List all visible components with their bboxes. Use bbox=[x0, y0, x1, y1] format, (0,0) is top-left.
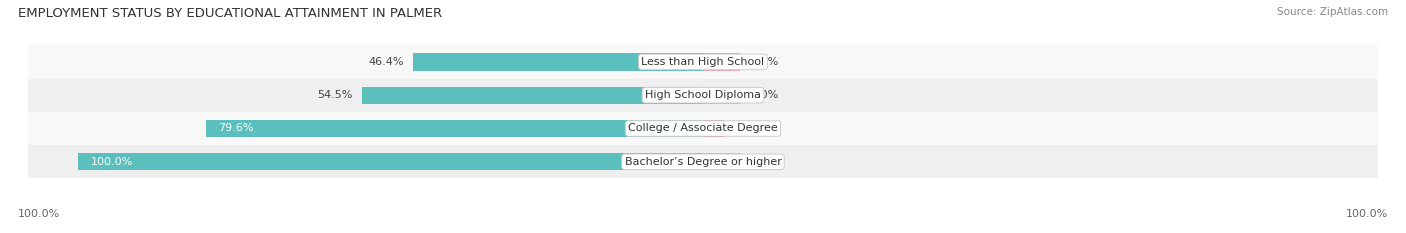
Bar bbox=[703, 120, 724, 137]
Text: High School Diploma: High School Diploma bbox=[645, 90, 761, 100]
Text: Bachelor’s Degree or higher: Bachelor’s Degree or higher bbox=[624, 157, 782, 167]
Bar bbox=[28, 112, 1378, 145]
Text: EMPLOYMENT STATUS BY EDUCATIONAL ATTAINMENT IN PALMER: EMPLOYMENT STATUS BY EDUCATIONAL ATTAINM… bbox=[18, 7, 443, 20]
Bar bbox=[703, 53, 741, 71]
Bar bbox=[703, 86, 741, 104]
Bar bbox=[363, 86, 703, 104]
Text: 0.0%: 0.0% bbox=[749, 157, 778, 167]
Bar bbox=[28, 145, 1378, 178]
Text: 3.3%: 3.3% bbox=[749, 123, 778, 134]
Text: 100.0%: 100.0% bbox=[1346, 209, 1388, 219]
Bar bbox=[205, 120, 703, 137]
Bar bbox=[413, 53, 703, 71]
Text: 0.0%: 0.0% bbox=[749, 90, 778, 100]
Bar bbox=[703, 153, 741, 170]
Text: 100.0%: 100.0% bbox=[90, 157, 132, 167]
Text: 100.0%: 100.0% bbox=[18, 209, 60, 219]
Text: 0.0%: 0.0% bbox=[749, 57, 778, 67]
Text: Source: ZipAtlas.com: Source: ZipAtlas.com bbox=[1277, 7, 1388, 17]
Text: 79.6%: 79.6% bbox=[218, 123, 253, 134]
Bar bbox=[79, 153, 703, 170]
Bar bbox=[28, 79, 1378, 112]
Text: 46.4%: 46.4% bbox=[368, 57, 404, 67]
Text: 54.5%: 54.5% bbox=[318, 90, 353, 100]
Text: Less than High School: Less than High School bbox=[641, 57, 765, 67]
Text: College / Associate Degree: College / Associate Degree bbox=[628, 123, 778, 134]
Bar bbox=[28, 45, 1378, 79]
